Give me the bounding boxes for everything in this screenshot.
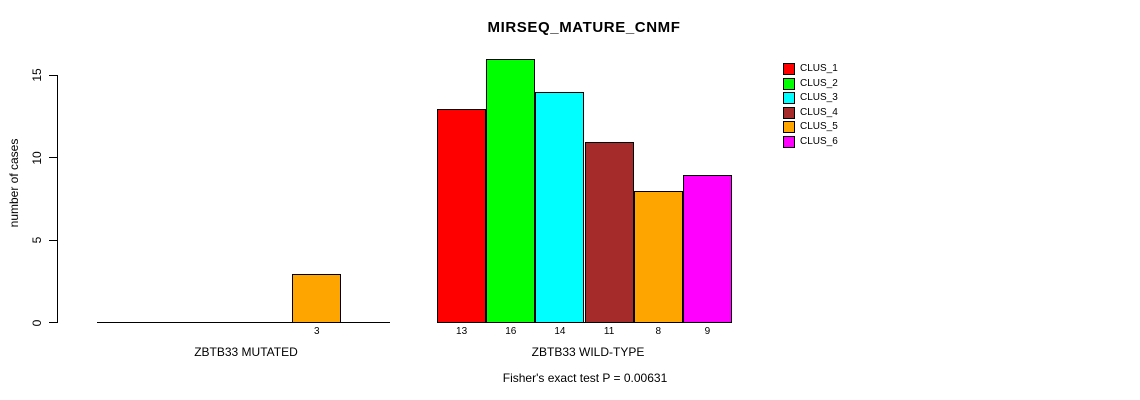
y-axis-tick [49,239,57,241]
x-axis-group-label: ZBTB33 WILD-TYPE [531,345,645,359]
bar-clus-5 [292,273,342,323]
legend-item: CLUS_1 [783,63,838,75]
bar-value-label: 8 [655,326,662,337]
y-axis-tick [49,74,57,76]
legend-swatch [783,106,795,119]
bar-clus-5 [633,191,683,323]
bar-value-label: 3 [313,326,320,337]
legend-item-label: CLUS_3 [800,92,838,103]
legend-item: CLUS_4 [783,106,838,119]
legend-item: CLUS_2 [783,77,838,90]
y-axis-tick-label: 15 [30,68,44,82]
x-axis-baseline [97,322,390,323]
y-axis-label: number of cases [7,138,21,228]
legend-swatch [783,92,795,104]
y-axis-tick-label: 0 [30,319,44,326]
legend-swatch [783,63,795,75]
statistical-test-annotation: Fisher's exact test P = 0.00631 [502,371,668,385]
legend-swatch [783,77,795,90]
bar-clus-3 [535,92,585,323]
y-axis-tick-label: 5 [30,236,44,244]
legend-item-label: CLUS_1 [800,63,838,74]
legend-item-label: CLUS_4 [800,106,838,118]
bar-value-label: 16 [505,326,517,337]
bar-clus-6 [682,174,732,323]
legend: CLUS_1 CLUS_2 CLUS_3 CLUS_4 CLUS_5 CLUS_6 [783,63,838,150]
bar-value-label: 14 [554,326,566,337]
bar-clus-2 [486,59,536,323]
bar-clus-4 [584,141,634,323]
legend-item-label: CLUS_5 [800,121,838,132]
legend-swatch [783,135,795,148]
y-axis-tick [49,322,57,323]
legend-item: CLUS_3 [783,92,838,104]
bar-value-label: 11 [603,326,615,337]
bar-value-label: 9 [704,326,711,337]
legend-item: CLUS_6 [783,135,838,148]
bar-value-label: 13 [456,326,468,337]
legend-item: CLUS_5 [783,121,838,133]
legend-item-label: CLUS_6 [800,135,838,147]
y-axis-tick [49,157,57,158]
y-axis-tick-label: 10 [30,150,44,165]
legend-swatch [783,121,795,133]
chart-title: MIRSEQ_MATURE_CNMF [487,19,681,36]
y-axis-line [57,74,58,323]
bar-clus-1 [437,108,487,323]
x-axis-group-label: ZBTB33 MUTATED [194,345,298,359]
legend-item-label: CLUS_2 [800,77,838,89]
